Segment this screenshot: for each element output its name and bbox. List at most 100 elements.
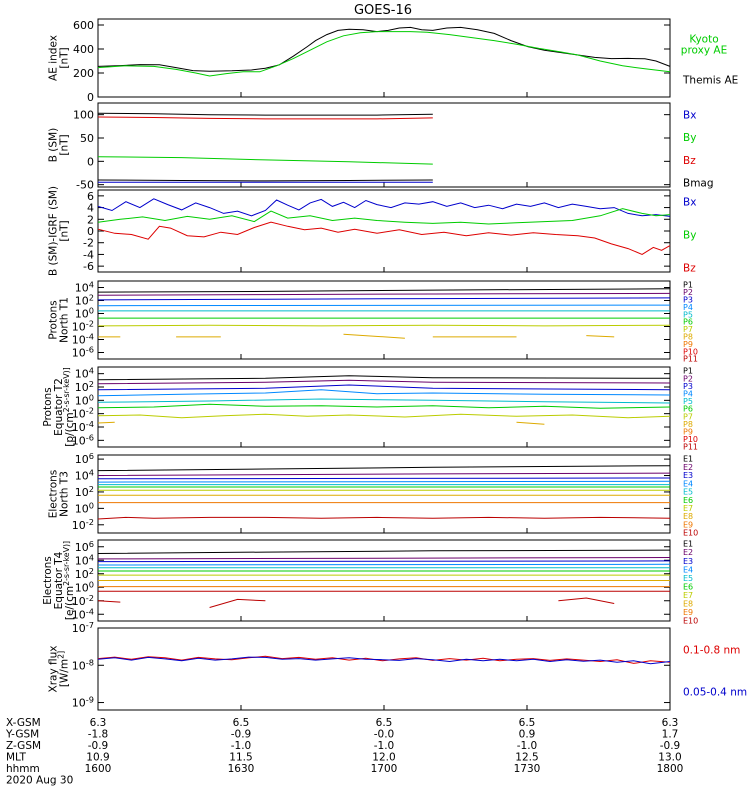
series-line-by — [97, 208, 671, 225]
legend-entry: E8 — [683, 512, 693, 521]
y-tick-label: 0 — [87, 91, 94, 104]
y-tick-label: 10-6 — [72, 345, 94, 360]
legend-entry: E4 — [683, 479, 693, 488]
legend-entry: Bx — [683, 110, 696, 122]
series-line-bmag-neg — [97, 179, 433, 182]
y-axis-label: Equator T2 — [53, 378, 65, 436]
y-tick-label: 10-9 — [72, 695, 94, 710]
legend-entry: E9 — [683, 520, 693, 529]
y-axis-label: [nT] — [59, 220, 71, 241]
legend-entry: 0.1-0.8 nm — [683, 645, 740, 657]
series-line-p8b — [516, 421, 545, 425]
legend-entry: E7 — [683, 591, 693, 600]
legend-entry: E10 — [683, 529, 698, 538]
footer-value: 1630 — [228, 763, 255, 775]
legend-entry: P7 — [683, 325, 693, 334]
y-tick-label: 10-4 — [72, 332, 94, 347]
series-line-bmag — [97, 112, 433, 116]
legend-entry: E2 — [683, 463, 693, 472]
footer-value: 1600 — [85, 763, 112, 775]
footer-value: 6.5 — [519, 717, 536, 729]
y-axis-label: [W/m2] — [57, 651, 71, 687]
footer-value: 0.9 — [519, 729, 536, 741]
legend-entry: Bx — [683, 197, 696, 209]
y-tick-label: 104 — [75, 468, 94, 483]
legend-entry: E5 — [683, 574, 693, 583]
y-tick-label: 10-2 — [72, 319, 94, 334]
y-tick-label: 100 — [73, 109, 94, 122]
footer-value: 6.5 — [233, 717, 250, 729]
series-line-p8c — [343, 333, 405, 339]
legend-entry: P5 — [683, 310, 693, 319]
footer-value: 12.5 — [515, 752, 538, 764]
legend-entry: E9 — [683, 608, 693, 617]
legend-entry: P6 — [683, 318, 693, 327]
y-tick-label: 10-2 — [72, 517, 94, 532]
series-line-p5 — [97, 398, 671, 404]
footer-value: 13.0 — [658, 752, 681, 764]
legend-entry: Bmag — [683, 178, 714, 190]
panel-frame — [97, 102, 671, 188]
y-tick-label: 10-2 — [72, 593, 94, 608]
legend-entry: E3 — [683, 557, 693, 566]
y-tick-label: 100 — [75, 392, 94, 407]
series-line-p2 — [97, 292, 671, 296]
y-tick-label: 10-4 — [72, 419, 94, 434]
panel-bsm: 100 50 0 -50 B (SM) [nT] Bx By Bz Bmag — [48, 102, 714, 192]
footer-value: 6.3 — [662, 717, 679, 729]
footer-value: -0.9 — [231, 729, 252, 741]
y-tick-label: 0 — [87, 225, 94, 238]
y-axis-label: Electrons — [42, 556, 54, 605]
legend-entry: E10 — [683, 617, 698, 626]
y-tick-label: 6 — [87, 190, 94, 203]
y-tick-label: 50 — [80, 132, 94, 145]
y-tick-label: 102 — [75, 566, 94, 581]
y-tick-label: 104 — [75, 280, 94, 295]
footer-row-label: Y-GSM — [5, 729, 39, 741]
series-line-e2 — [97, 472, 671, 476]
chart-title: GOES-16 — [354, 3, 412, 18]
legend-entry: P9 — [683, 340, 693, 349]
series-line-e10 — [97, 516, 671, 520]
series-line-e10c — [209, 598, 266, 608]
y-axis-label: Electrons — [48, 470, 60, 519]
footer-value: -0.0 — [374, 729, 395, 741]
series-line-bx — [97, 198, 671, 217]
legend-entry: P11 — [683, 443, 698, 452]
legend-entry: E6 — [683, 582, 693, 591]
legend-entry: P2 — [683, 374, 693, 383]
legend-entry: E2 — [683, 548, 693, 557]
legend-entry: E7 — [683, 504, 693, 513]
y-tick-label: 2 — [87, 213, 94, 226]
y-tick-label: 106 — [75, 451, 94, 466]
legend-entry: E1 — [683, 540, 693, 549]
footer-value: -1.0 — [517, 740, 538, 752]
y-tick-label: -4 — [83, 248, 94, 261]
series-line-p8e — [586, 335, 615, 338]
footer-row-label: X-GSM — [6, 717, 41, 729]
y-axis-label: North T3 — [59, 471, 71, 517]
footer-value: 1730 — [514, 763, 541, 775]
footer-date: 2020 Aug 30 — [6, 775, 73, 787]
y-tick-label: 4 — [87, 202, 94, 215]
legend-entry: P11 — [683, 355, 698, 364]
series-line-p7 — [97, 324, 671, 327]
legend-entry: P5 — [683, 397, 693, 406]
y-tick-label: 10-7 — [72, 620, 94, 635]
legend-entry: E3 — [683, 471, 693, 480]
legend-entry: 0.05-0.4 nm — [683, 687, 747, 699]
footer-value: 12.0 — [372, 752, 395, 764]
series-line-p3 — [97, 297, 671, 301]
footer-ephemeris: X-GSM 6.3 6.5 6.5 6.5 6.3Y-GSM -1.8 -0.9 -0.0 0.9… — [5, 717, 683, 787]
legend-entry: P10 — [683, 347, 698, 356]
series-line-0-1-0-8-nm — [97, 655, 671, 664]
series-line-p3 — [97, 384, 671, 391]
series-line-e10d — [558, 597, 615, 604]
legend-entry: P3 — [683, 295, 693, 304]
series-line-e4 — [97, 480, 671, 483]
series-line-p4 — [97, 304, 671, 307]
